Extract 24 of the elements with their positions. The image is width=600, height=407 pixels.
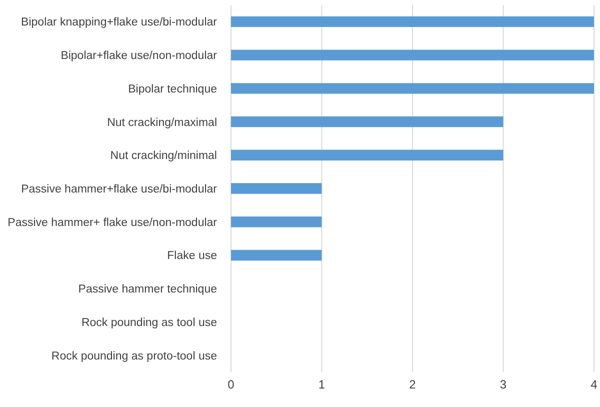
y-tick-label: Rock pounding as proto-tool use bbox=[51, 350, 217, 362]
bar bbox=[231, 50, 594, 60]
x-tick-label: 1 bbox=[318, 378, 326, 392]
y-tick-label: Rock pounding as tool use bbox=[81, 316, 217, 329]
y-tick-label: Bipolar+flake use/non-modular bbox=[60, 50, 218, 62]
bar bbox=[231, 16, 594, 28]
y-tick-label: Nut cracking/maximal bbox=[107, 116, 217, 129]
y-tick-label: Flake use bbox=[167, 250, 217, 262]
y-tick-label: Bipolar knapping+flake use/bi-modular bbox=[21, 16, 218, 29]
x-tick-label: 4 bbox=[590, 378, 598, 392]
x-tick-label: 2 bbox=[409, 378, 416, 392]
y-tick-label: Passive hammer+flake use/bi-modular bbox=[21, 184, 218, 196]
x-tick-label: 0 bbox=[228, 378, 235, 392]
y-tick-label: Nut cracking/minimal bbox=[110, 150, 217, 162]
bar bbox=[231, 150, 504, 160]
y-tick-label: Passive hammer technique bbox=[78, 284, 217, 296]
bar bbox=[231, 183, 322, 194]
bar bbox=[231, 216, 322, 228]
bar bbox=[231, 83, 594, 94]
y-tick-label: Passive hammer+ flake use/non-modular bbox=[8, 216, 218, 229]
bar bbox=[231, 250, 322, 261]
y-tick-label: Bipolar technique bbox=[128, 83, 217, 96]
x-tick-label: 3 bbox=[500, 378, 507, 392]
bar bbox=[231, 116, 504, 128]
